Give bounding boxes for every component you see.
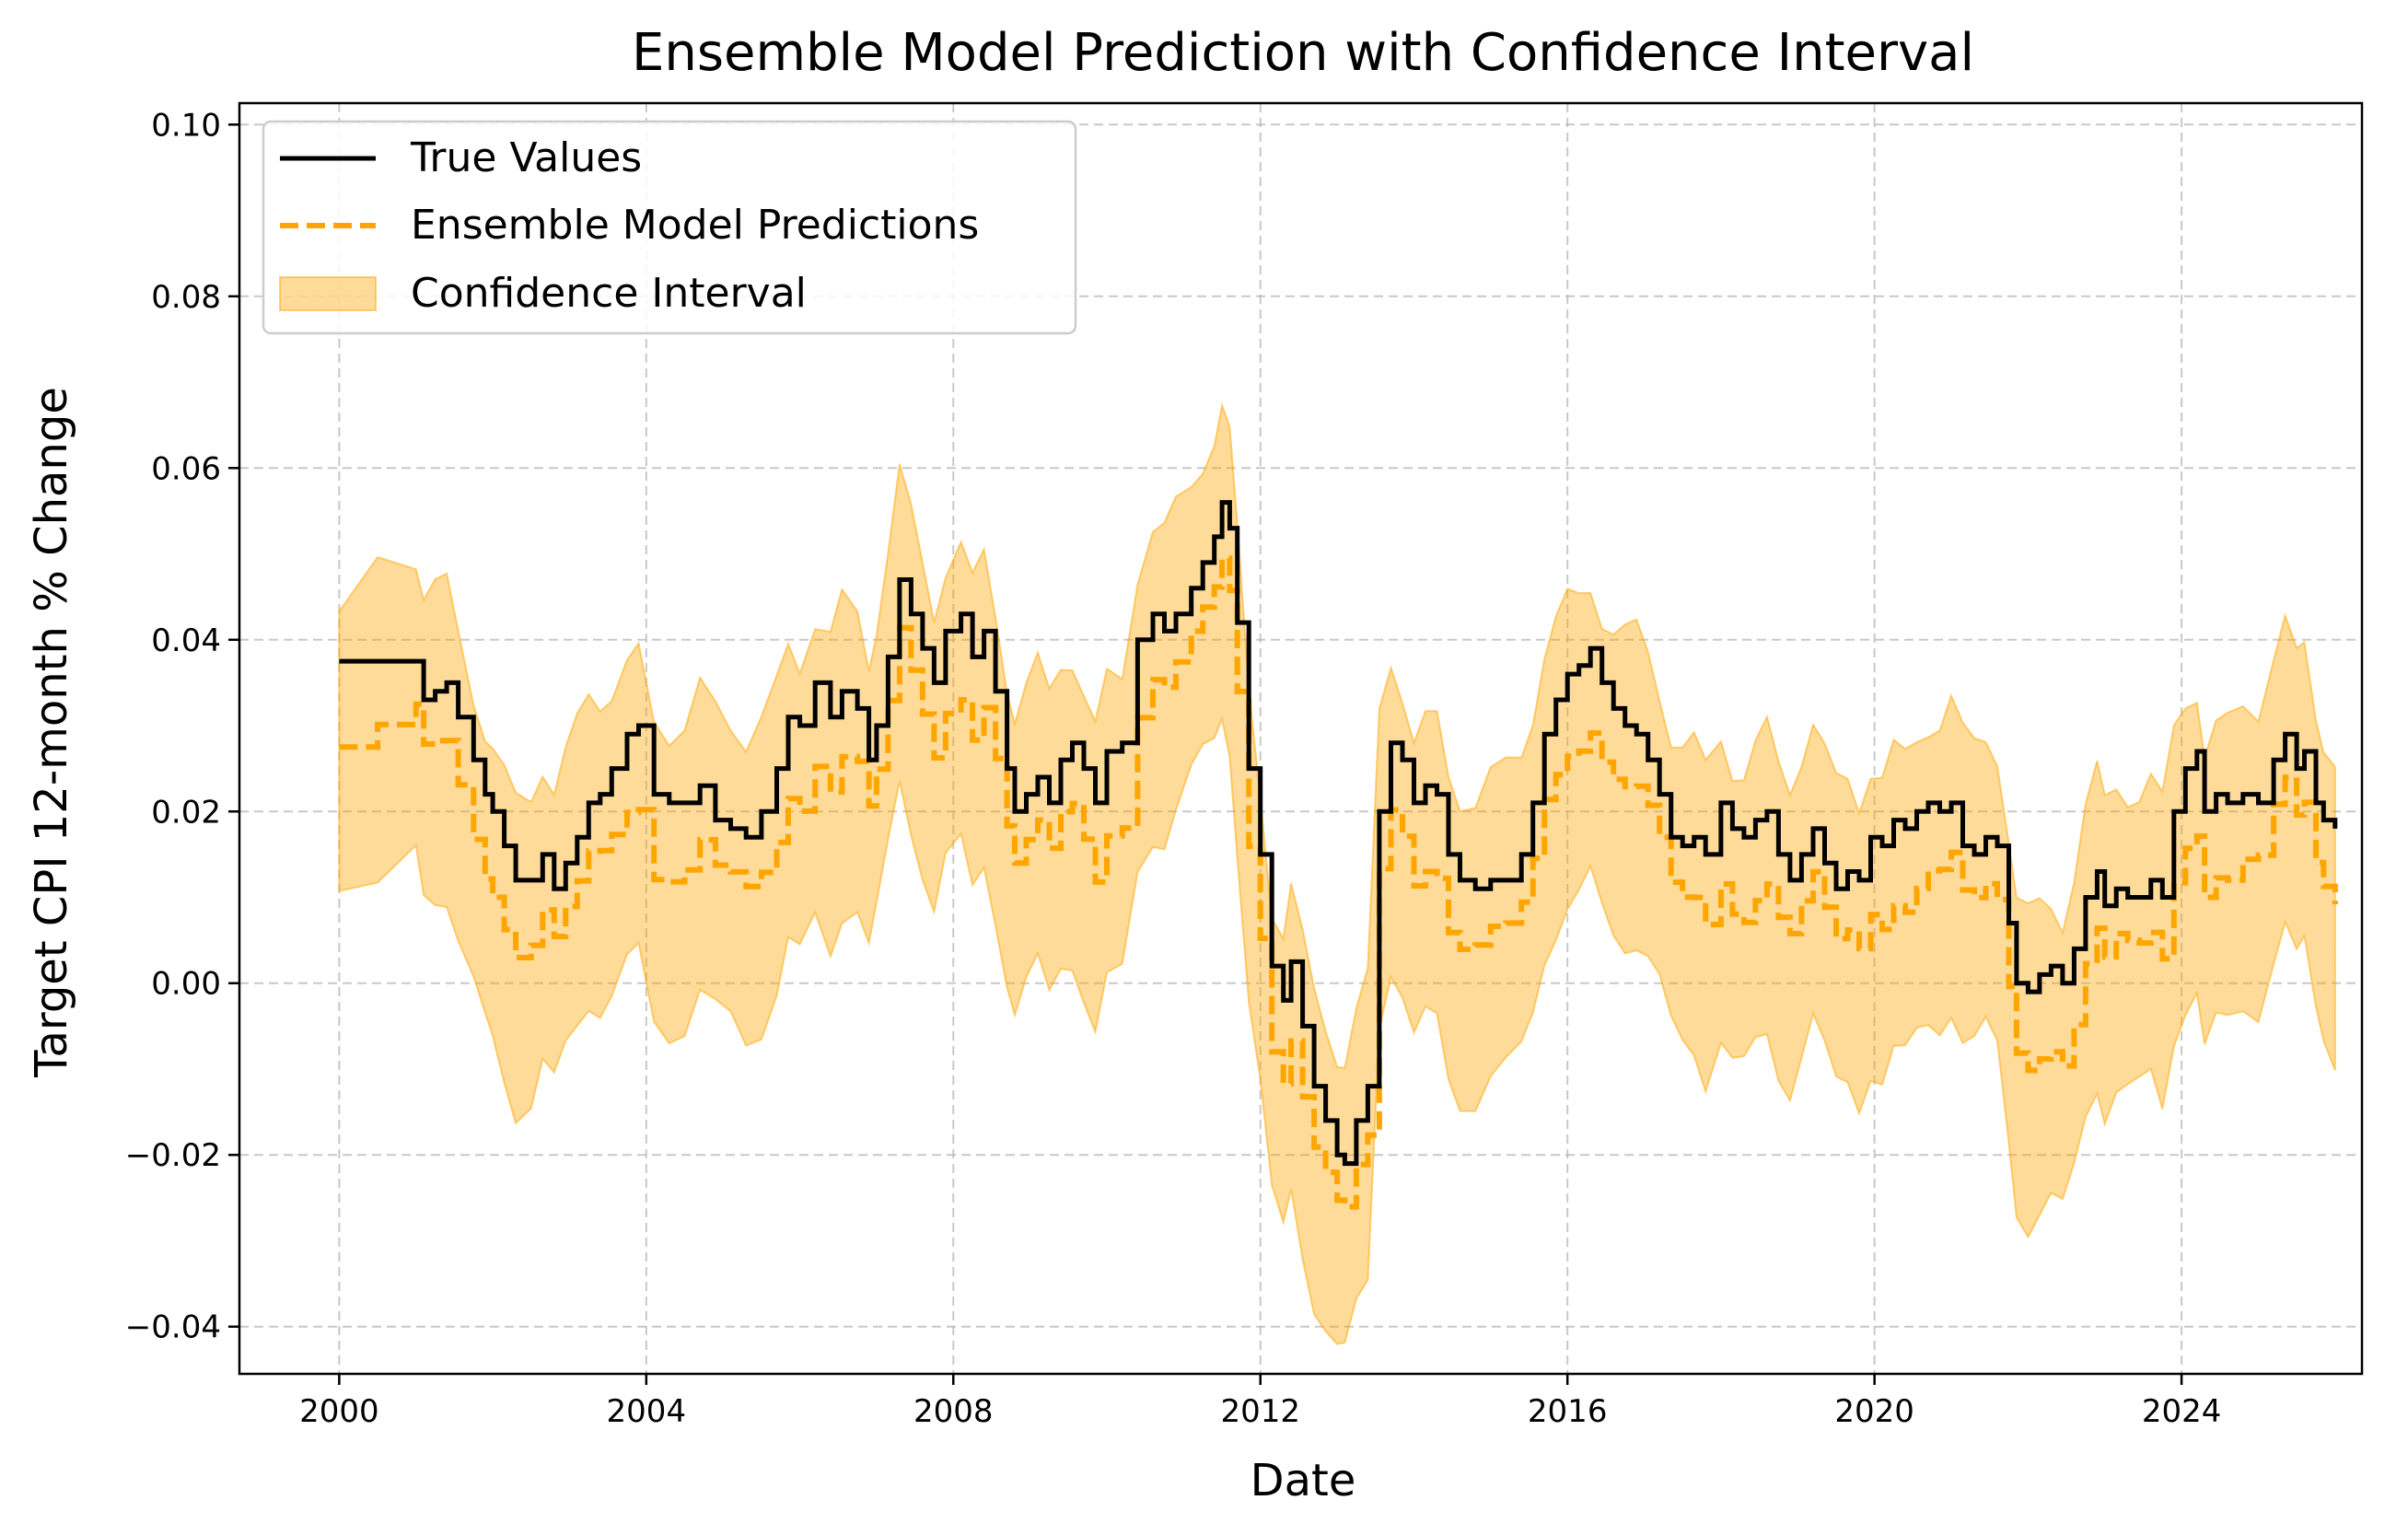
series-ensemble-predictions <box>339 555 2338 1210</box>
y-tick-label: 0.06 <box>151 450 221 487</box>
x-tick-label: 2020 <box>1834 1393 1914 1430</box>
legend-label-true-values: True Values <box>410 134 642 181</box>
legend-label-confidence-interval: Confidence Interval <box>411 270 807 317</box>
legend-label-ensemble-predictions: Ensemble Model Predictions <box>411 202 979 249</box>
y-tick-label: 0.02 <box>151 794 221 831</box>
y-tick-label: 0.00 <box>151 966 221 1003</box>
x-tick-label: 2000 <box>299 1393 379 1430</box>
legend: True Values Ensemble Model Predictions C… <box>262 120 1077 335</box>
legend-frame <box>262 120 1077 335</box>
x-tick-label: 2024 <box>2142 1393 2222 1430</box>
confidence-band <box>338 401 2336 1345</box>
y-axis-label: Target CPI 12-month % Change <box>26 387 77 1078</box>
y-tick-label: −0.02 <box>125 1137 221 1174</box>
chart-title: Ensemble Model Prediction with Confidenc… <box>632 23 1974 83</box>
legend-swatch-confidence-interval <box>279 276 377 311</box>
x-tick-label: 2004 <box>607 1393 687 1430</box>
y-tick-label: 0.10 <box>151 107 221 144</box>
x-axis: 2000 2004 2008 2012 2016 2020 2024 <box>299 1374 2221 1430</box>
x-tick-label: 2008 <box>913 1393 994 1430</box>
series-lines <box>339 500 2338 1210</box>
x-axis-label: Date <box>1251 1455 1356 1506</box>
y-tick-label: −0.04 <box>125 1309 221 1346</box>
x-tick-label: 2016 <box>1528 1393 1608 1430</box>
y-tick-label: 0.08 <box>151 279 221 316</box>
confidence-interval-area <box>338 401 2336 1345</box>
y-tick-label: 0.04 <box>151 622 221 659</box>
x-tick-label: 2012 <box>1220 1393 1300 1430</box>
series-true-values <box>339 500 2338 1167</box>
y-axis: −0.04 −0.02 0.00 0.02 0.04 0.06 0.08 0.10 <box>125 107 239 1346</box>
grid <box>239 103 2362 1374</box>
plot-frame <box>238 101 2364 1376</box>
